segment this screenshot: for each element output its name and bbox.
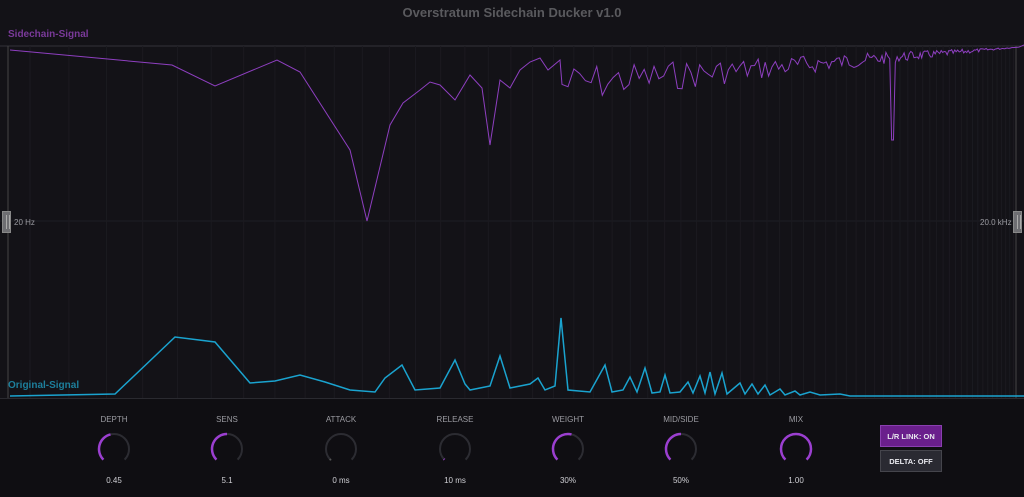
- lr-link-button[interactable]: L/R LINK: ON: [880, 425, 942, 447]
- knob-dial[interactable]: [550, 431, 586, 467]
- knob-label: MID/SIDE: [663, 415, 699, 424]
- sidechain-signal-label: Sidechain-Signal: [8, 29, 89, 40]
- knob-dial[interactable]: [323, 431, 359, 467]
- knob-dial[interactable]: [437, 431, 473, 467]
- knob-value: 50%: [672, 476, 689, 485]
- low-freq-handle[interactable]: [2, 211, 11, 233]
- knob-dial[interactable]: [209, 431, 245, 467]
- high-freq-handle[interactable]: [1013, 211, 1022, 233]
- control-panel: DEPTH 0.45 SENS 5.1 ATTACK 0 ms RELEASE 10 …: [0, 398, 1024, 497]
- freq-min-label: 20 Hz: [14, 218, 35, 227]
- knob-label: WEIGHT: [552, 415, 584, 424]
- knob-dial[interactable]: [96, 431, 132, 467]
- delta-button[interactable]: DELTA: OFF: [880, 450, 942, 472]
- knob-value: 30%: [559, 476, 576, 485]
- knob-value: 0 ms: [332, 476, 350, 485]
- knob-value: 1.00: [788, 476, 804, 485]
- knob-dial[interactable]: [663, 431, 699, 467]
- freq-max-label: 20.0 kHz: [980, 218, 1012, 227]
- original-spectrum-line: [9, 317, 1024, 397]
- knob-dial[interactable]: [778, 431, 814, 467]
- app-title: Overstratum Sidechain Ducker v1.0: [402, 5, 622, 20]
- original-signal-label: Original-Signal: [8, 380, 80, 391]
- knob-value: 5.1: [221, 476, 233, 485]
- knob-label: RELEASE: [436, 415, 474, 424]
- knob-label: SENS: [216, 415, 238, 424]
- knob-label: MIX: [788, 415, 804, 424]
- knob-label: ATTACK: [325, 415, 357, 424]
- knob-value: 10 ms: [444, 476, 466, 485]
- knob-value: 0.45: [106, 476, 122, 485]
- knob-label: DEPTH: [100, 415, 128, 424]
- frequency-grid: [29, 46, 1015, 398]
- spectrum-display: [0, 44, 1024, 398]
- sidechain-spectrum-line: [9, 44, 1024, 222]
